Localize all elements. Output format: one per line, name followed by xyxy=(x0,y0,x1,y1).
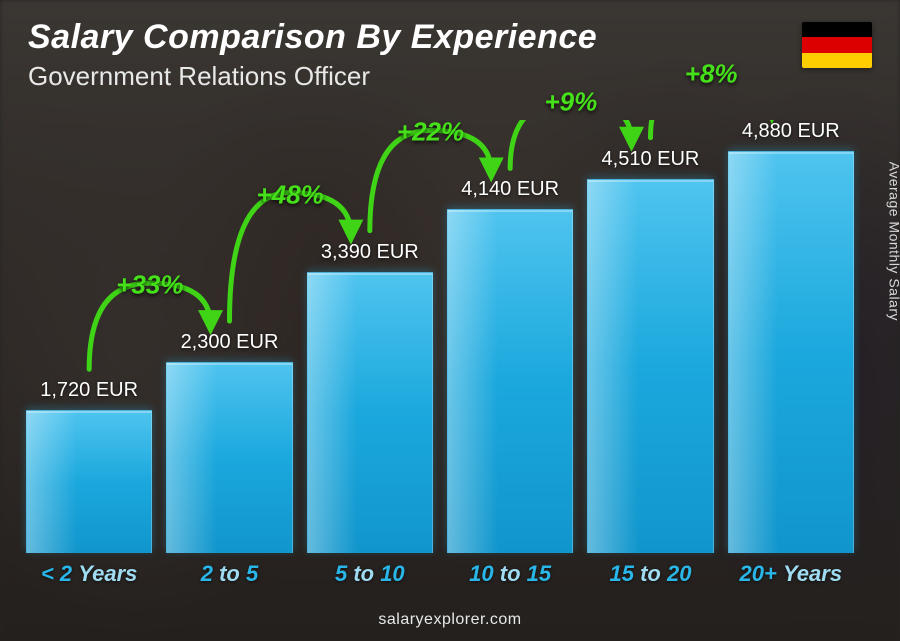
bar-slot: 4,140 EUR xyxy=(447,120,573,553)
bar-value-label: 4,880 EUR xyxy=(742,120,840,143)
germany-flag-icon xyxy=(802,22,872,68)
increase-pct-label: +48% xyxy=(257,179,324,210)
increase-pct-label: +8% xyxy=(685,59,738,90)
bar-slot: 1,720 EUR xyxy=(26,120,152,553)
category-label: 5 to 10 xyxy=(307,561,433,587)
increase-pct-label: +33% xyxy=(116,270,183,301)
bar xyxy=(26,410,152,553)
bar-slot: 3,390 EUR xyxy=(307,120,433,553)
increase-pct-label: +9% xyxy=(544,86,597,117)
bar-container: 1,720 EUR 2,300 EUR 3,390 EUR 4,140 EUR 4,51… xyxy=(20,120,860,553)
bar-value-label: 3,390 EUR xyxy=(321,241,419,264)
bar xyxy=(447,209,573,553)
footer-credit: salaryexplorer.com xyxy=(0,611,900,629)
bar-value-label: 4,140 EUR xyxy=(461,178,559,201)
category-label: < 2 Years xyxy=(26,561,152,587)
y-axis-label: Average Monthly Salary xyxy=(886,161,900,320)
category-label: 10 to 15 xyxy=(447,561,573,587)
header: Salary Comparison By Experience Governme… xyxy=(28,18,872,92)
category-label: 2 to 5 xyxy=(166,561,292,587)
flag-stripe-red xyxy=(802,37,872,52)
bar-slot: 4,510 EUR xyxy=(587,120,713,553)
category-label: 15 to 20 xyxy=(587,561,713,587)
bar-value-label: 2,300 EUR xyxy=(181,331,279,354)
bar xyxy=(587,179,713,553)
flag-stripe-black xyxy=(802,22,872,37)
flag-stripe-gold xyxy=(802,53,872,68)
bar-value-label: 4,510 EUR xyxy=(602,148,700,171)
bar xyxy=(307,272,433,553)
bar-value-label: 1,720 EUR xyxy=(40,379,138,402)
category-labels: < 2 Years 2 to 5 5 to 10 10 to 15 15 to 20 20… xyxy=(20,561,860,587)
salary-bar-chart: 1,720 EUR 2,300 EUR 3,390 EUR 4,140 EUR 4,51… xyxy=(20,120,860,581)
category-label: 20+ Years xyxy=(728,561,854,587)
page-title: Salary Comparison By Experience xyxy=(28,18,872,57)
bar xyxy=(166,362,292,553)
increase-pct-label: +22% xyxy=(397,117,464,148)
page-subtitle: Government Relations Officer xyxy=(28,61,872,92)
bar-slot: 4,880 EUR xyxy=(728,120,854,553)
bar xyxy=(728,151,854,553)
